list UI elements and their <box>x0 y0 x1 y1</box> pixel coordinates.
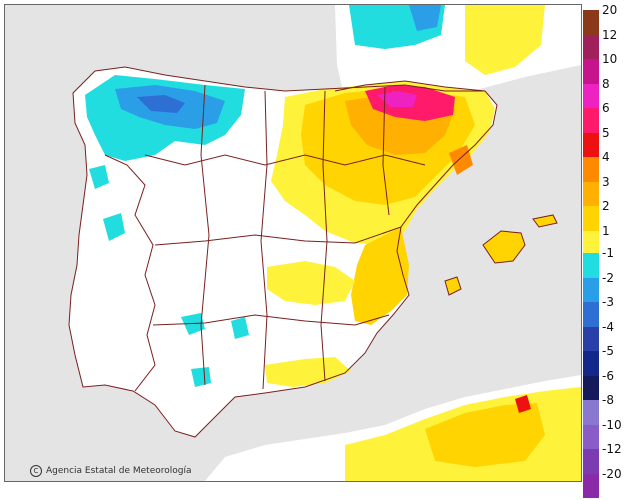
legend-negative-swatch-9 <box>583 473 599 498</box>
legend-positive-label-2: 10 <box>602 52 618 66</box>
legend-negative-swatch-1 <box>583 277 599 302</box>
legend-negative-label-5: -6 <box>602 368 614 383</box>
credit-text: Agencia Estatal de Meteorología <box>46 466 192 476</box>
anomaly-neg-spot-5 <box>191 367 211 387</box>
legend-positive-swatch-8 <box>583 206 599 231</box>
legend-negative-label-3: -4 <box>602 319 614 334</box>
legend-negative-label-7: -10 <box>602 417 622 432</box>
border-balearic-mallorca <box>482 230 526 264</box>
legend-positive-swatch-0 <box>583 10 599 35</box>
legend-negative-swatch-6 <box>583 400 599 425</box>
anomaly-pos-south-coast <box>265 357 351 387</box>
border-balearic-menorca <box>532 214 558 228</box>
legend: 20 12 10 8 6 5 4 3 2 1 -1 -2 -3 -4 -5 -6 -8 -10 -12 -20 <box>582 4 628 498</box>
legend-positive-swatch-3 <box>583 83 599 108</box>
anomaly-pos-africa-spot <box>515 395 531 413</box>
border-v4 <box>382 86 390 216</box>
legend-negative-label-9: -20 <box>602 466 622 481</box>
anomaly-pos-pyrenees-core <box>377 91 417 107</box>
legend-positive-label-7: 3 <box>602 174 610 189</box>
aemet-logo-icon: C <box>30 465 42 477</box>
legend-positive-swatch-1 <box>583 34 599 59</box>
legend-positive-label-8: 2 <box>602 199 610 213</box>
legend-positive-label-6: 4 <box>602 150 610 164</box>
anomaly-neg-spot-3 <box>181 313 205 335</box>
legend-negative-swatch-2 <box>583 302 599 327</box>
coastline-iberia <box>68 66 498 438</box>
border-central <box>154 226 402 246</box>
legend-negative-swatch-3 <box>583 326 599 351</box>
legend-negative-swatch-0 <box>583 253 599 278</box>
legend-negative-label-8: -12 <box>602 442 622 456</box>
credit: C Agencia Estatal de Meteorología <box>30 464 192 478</box>
legend-positive-swatch-5 <box>583 132 599 157</box>
border-portugal <box>104 154 156 392</box>
anomaly-pos-france <box>465 5 545 75</box>
legend-positive-swatch-4 <box>583 108 599 133</box>
border-south <box>152 314 390 326</box>
border-pyrenees <box>334 80 486 92</box>
legend-positive-swatch-2 <box>583 59 599 84</box>
border-balearic-ibiza <box>444 276 462 296</box>
province-borders <box>68 66 558 438</box>
legend-positive-label-5: 5 <box>602 125 610 140</box>
map-frame <box>4 4 582 482</box>
border-v2 <box>260 90 268 390</box>
legend-positive-swatch-6 <box>583 157 599 182</box>
anomaly-neg-spot-1 <box>89 165 109 189</box>
legend-negative-label-1: -2 <box>602 270 614 285</box>
anomaly-neg-northwest-deep <box>137 95 185 113</box>
border-v1 <box>200 84 210 386</box>
anomaly-neg-spot-2 <box>103 213 125 241</box>
island-mallorca <box>483 231 525 263</box>
legend-negative-label-6: -8 <box>602 393 614 407</box>
legend-negative-swatch-4 <box>583 351 599 376</box>
legend-positive-label-4: 6 <box>602 101 610 115</box>
legend-negative-swatch-8 <box>583 449 599 474</box>
anomaly-neg-france-core <box>409 5 441 31</box>
legend-positive-label-3: 8 <box>602 76 610 91</box>
legend-negative-swatch-5 <box>583 375 599 400</box>
anomaly-map <box>5 5 581 481</box>
legend-positive-label-1: 12 <box>602 27 618 42</box>
anomaly-pos-central-south <box>267 261 355 305</box>
anomaly-pos-africa-2 <box>425 403 545 467</box>
anomaly-pos-east-coast <box>351 227 409 325</box>
border-north <box>144 154 426 166</box>
legend-positive-swatch-7 <box>583 181 599 206</box>
anomaly-neg-spot-4 <box>231 317 249 339</box>
border-v3 <box>320 90 328 382</box>
legend-negative-label-0: -1 <box>602 246 614 260</box>
legend-negative-label-2: -3 <box>602 295 614 309</box>
legend-positive-label-9: 1 <box>602 223 610 238</box>
legend-negative-label-4: -5 <box>602 344 614 358</box>
legend-negative-swatch-7 <box>583 424 599 449</box>
legend-positive-swatch-9 <box>583 230 599 255</box>
legend-positive-label-0: 20 <box>602 3 618 17</box>
